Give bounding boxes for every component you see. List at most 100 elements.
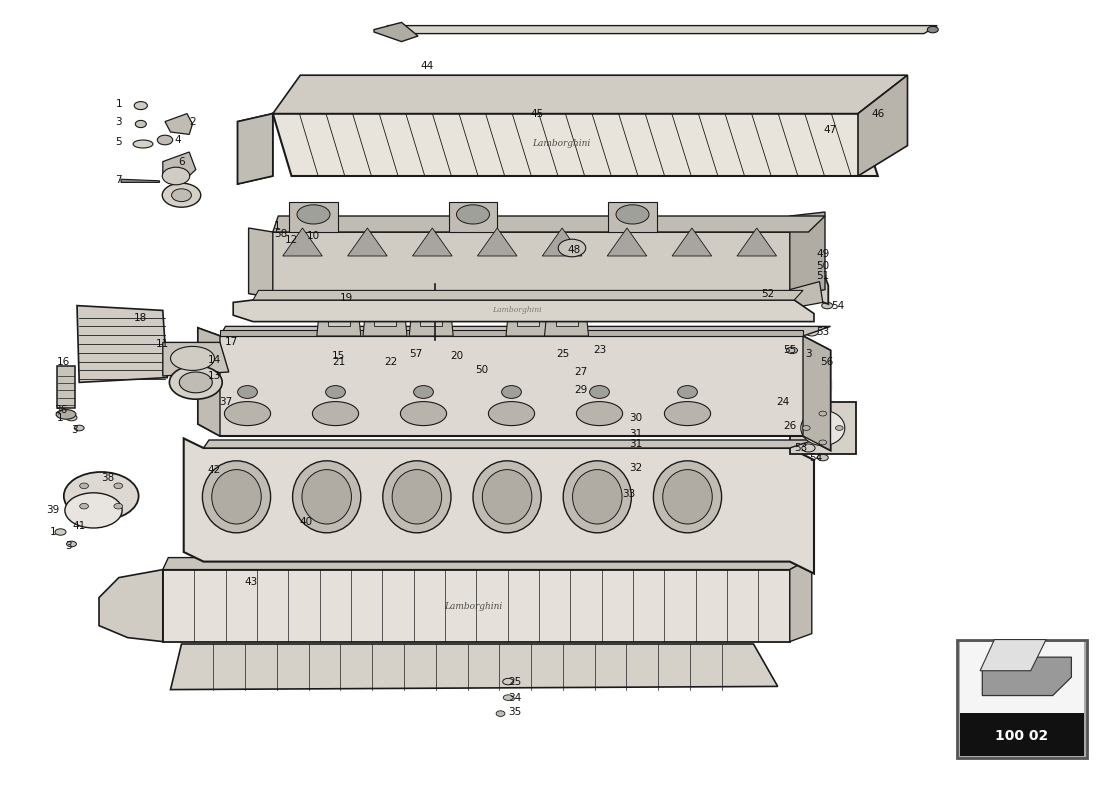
Text: 26: 26	[783, 421, 796, 430]
Polygon shape	[387, 26, 937, 34]
Text: 43: 43	[244, 578, 257, 587]
Polygon shape	[121, 179, 160, 182]
Text: 42: 42	[208, 466, 221, 475]
Text: 47: 47	[824, 125, 837, 134]
Text: 57: 57	[409, 349, 422, 358]
Text: 30: 30	[629, 413, 642, 422]
Polygon shape	[238, 114, 273, 184]
Polygon shape	[317, 314, 361, 336]
Ellipse shape	[502, 386, 521, 398]
Ellipse shape	[801, 410, 845, 446]
Ellipse shape	[55, 529, 66, 535]
Ellipse shape	[134, 102, 147, 110]
Ellipse shape	[383, 461, 451, 533]
Ellipse shape	[503, 678, 514, 685]
Text: 1: 1	[116, 99, 122, 109]
Polygon shape	[99, 570, 163, 642]
Polygon shape	[737, 228, 777, 256]
Polygon shape	[348, 228, 387, 256]
Ellipse shape	[293, 461, 361, 533]
Ellipse shape	[74, 426, 84, 430]
Text: 51: 51	[816, 271, 829, 281]
Ellipse shape	[64, 472, 139, 520]
Polygon shape	[163, 152, 196, 180]
Ellipse shape	[503, 694, 514, 701]
Text: 6: 6	[178, 157, 185, 166]
Polygon shape	[273, 114, 878, 176]
Polygon shape	[790, 558, 812, 642]
Text: 40: 40	[299, 517, 312, 526]
Ellipse shape	[496, 710, 505, 717]
Ellipse shape	[802, 444, 815, 452]
Polygon shape	[163, 570, 790, 642]
Ellipse shape	[812, 358, 821, 364]
Polygon shape	[273, 75, 908, 114]
Polygon shape	[542, 228, 582, 256]
Ellipse shape	[238, 386, 257, 398]
Text: 100 02: 100 02	[996, 729, 1048, 743]
Text: 46: 46	[871, 109, 884, 118]
Text: 1: 1	[274, 221, 280, 230]
Text: 49: 49	[816, 250, 829, 259]
Ellipse shape	[927, 26, 938, 33]
Polygon shape	[249, 228, 273, 298]
Polygon shape	[251, 232, 828, 304]
Text: Lamborghini: Lamborghini	[492, 306, 542, 314]
Ellipse shape	[66, 414, 77, 421]
Ellipse shape	[808, 251, 820, 258]
Ellipse shape	[664, 402, 711, 426]
Polygon shape	[544, 314, 588, 336]
Text: 19: 19	[340, 293, 353, 302]
Ellipse shape	[65, 493, 122, 528]
Ellipse shape	[808, 262, 820, 269]
Ellipse shape	[653, 461, 722, 533]
Ellipse shape	[400, 402, 447, 426]
Ellipse shape	[224, 402, 271, 426]
Polygon shape	[607, 228, 647, 256]
Text: 54: 54	[832, 301, 845, 310]
Polygon shape	[165, 114, 192, 134]
Text: 56: 56	[821, 357, 834, 366]
Text: 3: 3	[72, 426, 78, 435]
Ellipse shape	[818, 411, 827, 416]
Polygon shape	[253, 290, 803, 300]
Polygon shape	[409, 314, 453, 336]
Ellipse shape	[114, 503, 123, 509]
Text: 24: 24	[777, 397, 790, 406]
Text: 10: 10	[307, 231, 320, 241]
Text: 3: 3	[805, 349, 812, 358]
Text: 7: 7	[116, 175, 122, 185]
Text: 37: 37	[219, 397, 232, 406]
Ellipse shape	[802, 426, 810, 430]
Polygon shape	[77, 306, 167, 382]
Text: 54: 54	[810, 453, 823, 462]
Polygon shape	[506, 314, 550, 336]
Text: 36: 36	[54, 405, 67, 414]
Ellipse shape	[473, 461, 541, 533]
Text: 20: 20	[450, 351, 463, 361]
Polygon shape	[960, 642, 1084, 714]
Polygon shape	[289, 202, 338, 232]
Text: 35: 35	[508, 707, 521, 717]
Ellipse shape	[312, 402, 359, 426]
Text: 22: 22	[384, 357, 397, 366]
Ellipse shape	[135, 120, 146, 127]
Text: 17: 17	[224, 338, 238, 347]
Polygon shape	[273, 216, 825, 232]
Text: 29: 29	[574, 386, 587, 395]
Text: 16: 16	[57, 357, 70, 366]
Text: 53: 53	[794, 443, 807, 453]
Ellipse shape	[590, 386, 609, 398]
Ellipse shape	[573, 470, 623, 524]
Polygon shape	[163, 342, 229, 376]
Text: 48: 48	[568, 245, 581, 254]
Ellipse shape	[79, 503, 88, 509]
Text: diagramParts: diagramParts	[260, 362, 840, 438]
Text: 31: 31	[629, 429, 642, 438]
Text: 52: 52	[761, 290, 774, 299]
Ellipse shape	[163, 167, 189, 185]
Polygon shape	[517, 314, 539, 326]
Polygon shape	[556, 314, 578, 326]
Polygon shape	[449, 202, 497, 232]
Text: 53: 53	[816, 327, 829, 337]
